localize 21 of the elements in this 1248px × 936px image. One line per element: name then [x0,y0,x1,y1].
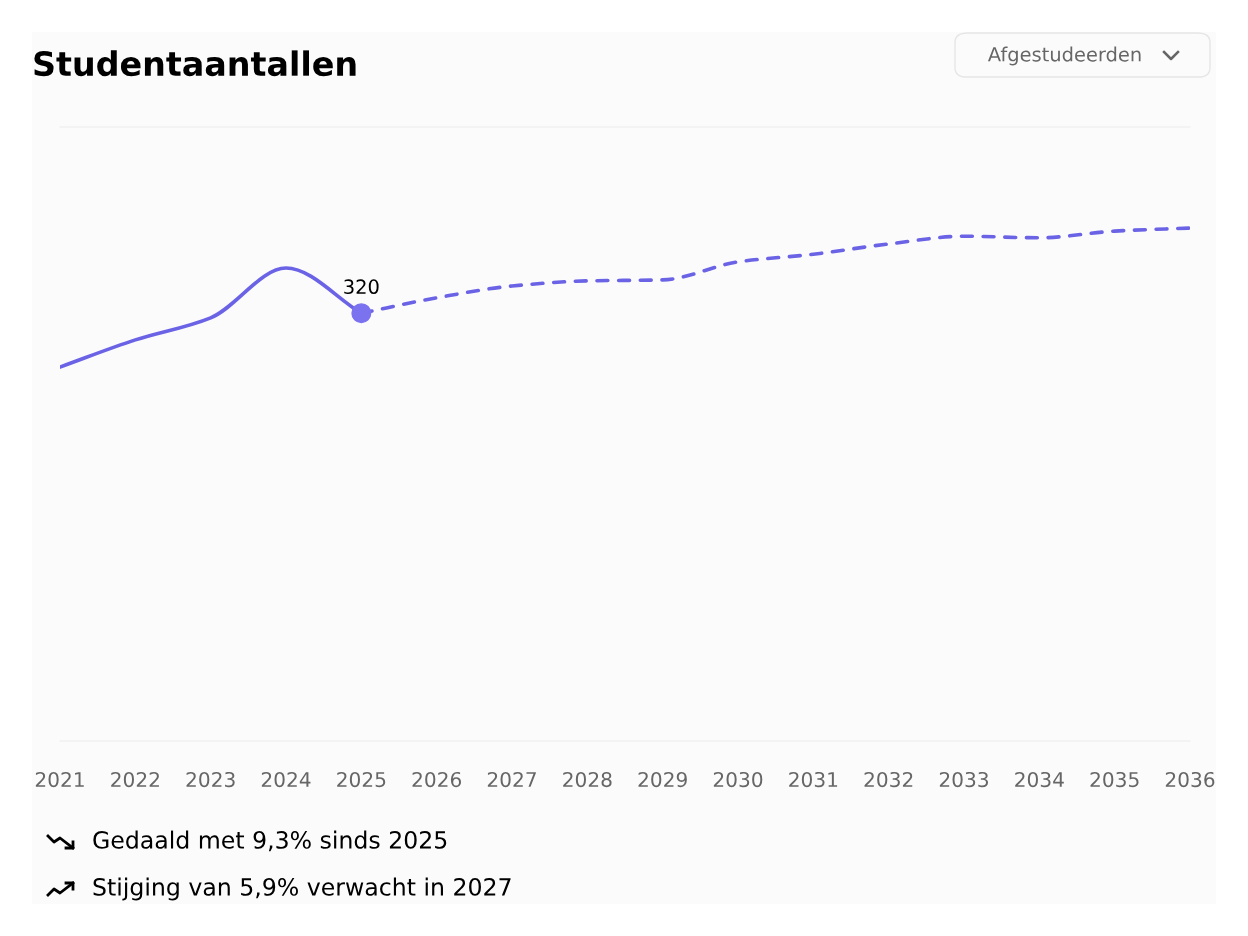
x-tick-label: 2021 [35,771,84,788]
x-tick-label: 2036 [1165,771,1215,788]
x-tick-label: 2028 [563,771,612,788]
x-tick-label: 2022 [111,771,159,788]
x-tick-label: 2025 [337,771,386,788]
x-tick-label: 2034 [1015,771,1064,788]
chart-title: Studentaantallen [34,50,356,77]
x-tick-label: 2032 [864,771,913,788]
text: Gedaald met 9,3% sinds 2025 [93,830,447,852]
text: Stijging van 5,9% verwacht in 2027 [93,877,511,901]
x-tick-label: 2027 [487,771,536,788]
text: Afgestudeerden [987,46,1141,66]
x-tick-label: 2024 [261,771,311,788]
x-tick-label: 2029 [638,771,687,788]
x-tick-label: 2031 [789,771,838,788]
x-tick-label: 2035 [1090,771,1139,788]
x-tick-label: 2026 [412,771,462,788]
x-tick-label: 2030 [713,771,763,788]
x-tick-label: 2023 [186,771,235,788]
annotation: 320 [344,279,379,295]
x-tick-label: 2033 [939,771,989,788]
